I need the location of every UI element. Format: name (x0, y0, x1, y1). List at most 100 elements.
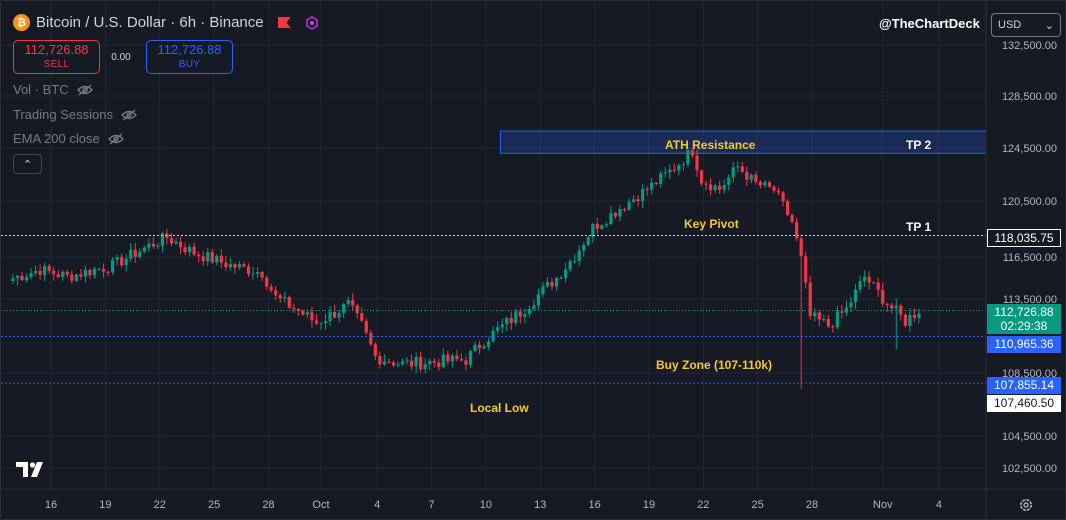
x-tick-label: 22 (154, 499, 166, 511)
x-tick-label: 7 (428, 499, 434, 511)
x-tick-label: 16 (45, 499, 57, 511)
candle-body (867, 276, 871, 283)
candle-body (210, 252, 214, 263)
candle-body (283, 296, 287, 299)
candle-body (11, 278, 15, 281)
x-tick-label: 10 (480, 499, 492, 511)
candle-body (708, 184, 713, 191)
indicator-ema-200[interactable]: EMA 200 close (13, 131, 124, 146)
candle-body (129, 249, 133, 259)
candle-body (278, 295, 282, 299)
candle-body (835, 311, 840, 328)
candle-body (24, 277, 29, 281)
candle-body (106, 271, 110, 273)
candle-body (822, 319, 826, 321)
candle-body (120, 257, 124, 266)
symbol-legend[interactable]: ₿ Bitcoin / U.S. Dollar · 6h · Binance (13, 14, 319, 31)
x-tick-label: 4 (374, 499, 380, 511)
x-tick-label: Nov (873, 499, 893, 511)
flag-icon[interactable] (277, 17, 291, 28)
candle-body (523, 314, 527, 317)
candle-body (518, 311, 522, 317)
candle-body (650, 182, 654, 190)
candle-body (568, 261, 572, 270)
candle-body (74, 274, 78, 281)
tradingview-logo-icon[interactable] (15, 459, 49, 479)
candle-layer (11, 147, 921, 389)
y-tick-label: 113,500.00 (1003, 294, 1057, 306)
collapse-legend-button[interactable]: ⌃ (13, 154, 42, 174)
candle-body (505, 317, 509, 325)
candle-body (79, 274, 83, 277)
candle-body (831, 326, 835, 328)
eye-off-icon[interactable] (107, 133, 124, 145)
candle-body (613, 212, 618, 217)
candle-body (156, 245, 160, 247)
candle-body (369, 332, 373, 345)
x-tick-label: 25 (752, 499, 764, 511)
candle-body (97, 268, 101, 270)
candle-body (645, 189, 649, 191)
candle-body (754, 174, 758, 182)
indicator-plugin-icon[interactable] (305, 15, 319, 30)
candle-body (536, 294, 541, 306)
candle-body (242, 264, 246, 267)
candle-body (641, 189, 645, 202)
y-tick-label: 104,500.00 (1002, 431, 1057, 443)
candle-body (219, 255, 223, 263)
indicator-label: EMA 200 close (13, 131, 100, 146)
candle-body (287, 296, 291, 308)
candle-body (364, 320, 368, 333)
x-tick-label: 19 (643, 499, 655, 511)
candle-body (441, 354, 445, 367)
sell-button[interactable]: 112,726.88 SELL (13, 40, 100, 74)
y-tick-label: 124,500.00 (1002, 143, 1057, 155)
candle-body (763, 182, 767, 186)
x-tick-label: 28 (262, 499, 274, 511)
indicator-trading-sessions[interactable]: Trading Sessions (13, 107, 137, 122)
candle-body (790, 215, 794, 223)
candle-body (704, 183, 708, 185)
candle-body (56, 274, 60, 277)
y-tick-label: 102,500.00 (1002, 463, 1057, 475)
candle-body (450, 355, 454, 362)
candle-body (677, 165, 681, 171)
candle-body (663, 172, 667, 174)
candle-body (233, 264, 237, 268)
candle-body (228, 264, 232, 268)
price-tag-text: 118,035.75 (994, 231, 1054, 245)
candle-body (351, 300, 355, 306)
candle-body (808, 282, 812, 317)
candle-body (872, 282, 876, 284)
currency-select[interactable]: USD ⌄ (991, 13, 1061, 37)
candle-body (600, 225, 604, 229)
candle-body (817, 312, 821, 320)
currency-value: USD (998, 19, 1022, 31)
candle-body (20, 275, 24, 281)
buy-label: BUY (178, 59, 201, 70)
candle-body (776, 190, 781, 193)
candle-body (396, 364, 400, 366)
eye-off-icon[interactable] (76, 84, 93, 96)
gear-icon[interactable] (1018, 497, 1034, 513)
candle-body (550, 282, 554, 287)
candle-body (215, 255, 219, 263)
candle-body (844, 307, 849, 313)
buy-button[interactable]: 112,726.88 BUY (146, 40, 233, 74)
ath-resistance-label: ATH Resistance (665, 138, 756, 152)
indicator-volume[interactable]: Vol · BTC (13, 82, 93, 97)
candle-body (255, 272, 260, 274)
candle-body (826, 319, 830, 327)
author-watermark: @TheChartDeck (879, 16, 980, 31)
grid-layer (1, 1, 986, 489)
candle-body (908, 314, 912, 326)
candle-body (917, 313, 921, 318)
candle-body (767, 182, 772, 187)
candle-body (115, 257, 119, 260)
candle-body (160, 233, 165, 246)
eye-off-icon[interactable] (121, 109, 137, 121)
candle-body (15, 275, 20, 279)
